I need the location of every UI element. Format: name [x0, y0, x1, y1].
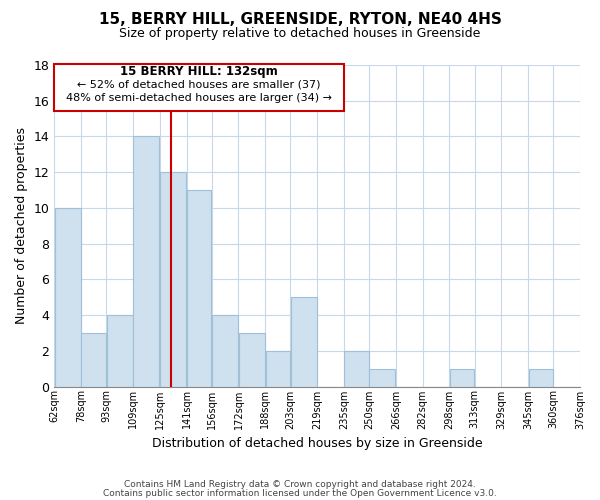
- Text: ← 52% of detached houses are smaller (37): ← 52% of detached houses are smaller (37…: [77, 80, 321, 90]
- Bar: [450, 368, 474, 386]
- Text: Contains public sector information licensed under the Open Government Licence v3: Contains public sector information licen…: [103, 488, 497, 498]
- X-axis label: Distribution of detached houses by size in Greenside: Distribution of detached houses by size …: [152, 437, 482, 450]
- Bar: [107, 315, 133, 386]
- Bar: [133, 136, 160, 386]
- Bar: [344, 351, 368, 386]
- Bar: [239, 333, 265, 386]
- Bar: [82, 333, 106, 386]
- Text: 48% of semi-detached houses are larger (34) →: 48% of semi-detached houses are larger (…: [66, 93, 332, 103]
- Bar: [370, 368, 395, 386]
- Bar: [266, 351, 290, 386]
- Text: 15 BERRY HILL: 132sqm: 15 BERRY HILL: 132sqm: [120, 65, 278, 78]
- Y-axis label: Number of detached properties: Number of detached properties: [15, 128, 28, 324]
- Bar: [160, 172, 186, 386]
- Bar: [529, 368, 553, 386]
- Text: Contains HM Land Registry data © Crown copyright and database right 2024.: Contains HM Land Registry data © Crown c…: [124, 480, 476, 489]
- Text: Size of property relative to detached houses in Greenside: Size of property relative to detached ho…: [119, 28, 481, 40]
- Bar: [291, 297, 317, 386]
- Bar: [55, 208, 80, 386]
- FancyBboxPatch shape: [54, 64, 344, 112]
- Bar: [212, 315, 238, 386]
- Bar: [187, 190, 211, 386]
- Text: 15, BERRY HILL, GREENSIDE, RYTON, NE40 4HS: 15, BERRY HILL, GREENSIDE, RYTON, NE40 4…: [98, 12, 502, 28]
